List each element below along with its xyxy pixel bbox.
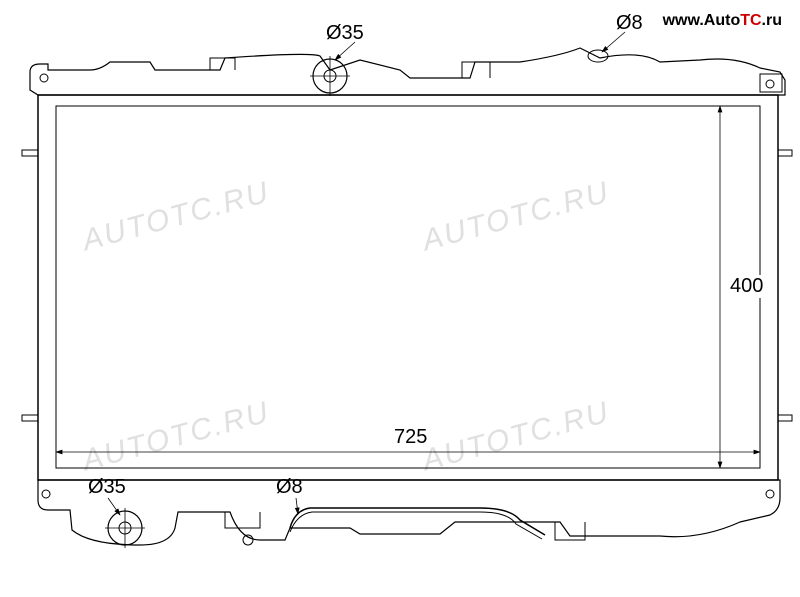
port-label-bottom-35: Ø35 bbox=[88, 476, 126, 499]
port-label-top-8: Ø8 bbox=[616, 12, 643, 35]
width-dimension: 725 bbox=[390, 426, 431, 449]
url-main: Auto bbox=[704, 12, 740, 29]
height-dimension: 400 bbox=[728, 275, 765, 298]
url-prefix: www. bbox=[663, 12, 704, 29]
port-label-top-35: Ø35 bbox=[326, 22, 364, 45]
drawing-svg bbox=[0, 0, 800, 597]
source-url: www.AutoTC.ru bbox=[663, 12, 782, 30]
url-accent: TC bbox=[740, 12, 761, 29]
url-suffix: .ru bbox=[762, 12, 782, 29]
diagram-canvas: AUTOTC.RU AUTOTC.RU AUTOTC.RU AUTOTC.RU bbox=[0, 0, 800, 597]
port-label-bottom-8: Ø8 bbox=[276, 476, 303, 499]
